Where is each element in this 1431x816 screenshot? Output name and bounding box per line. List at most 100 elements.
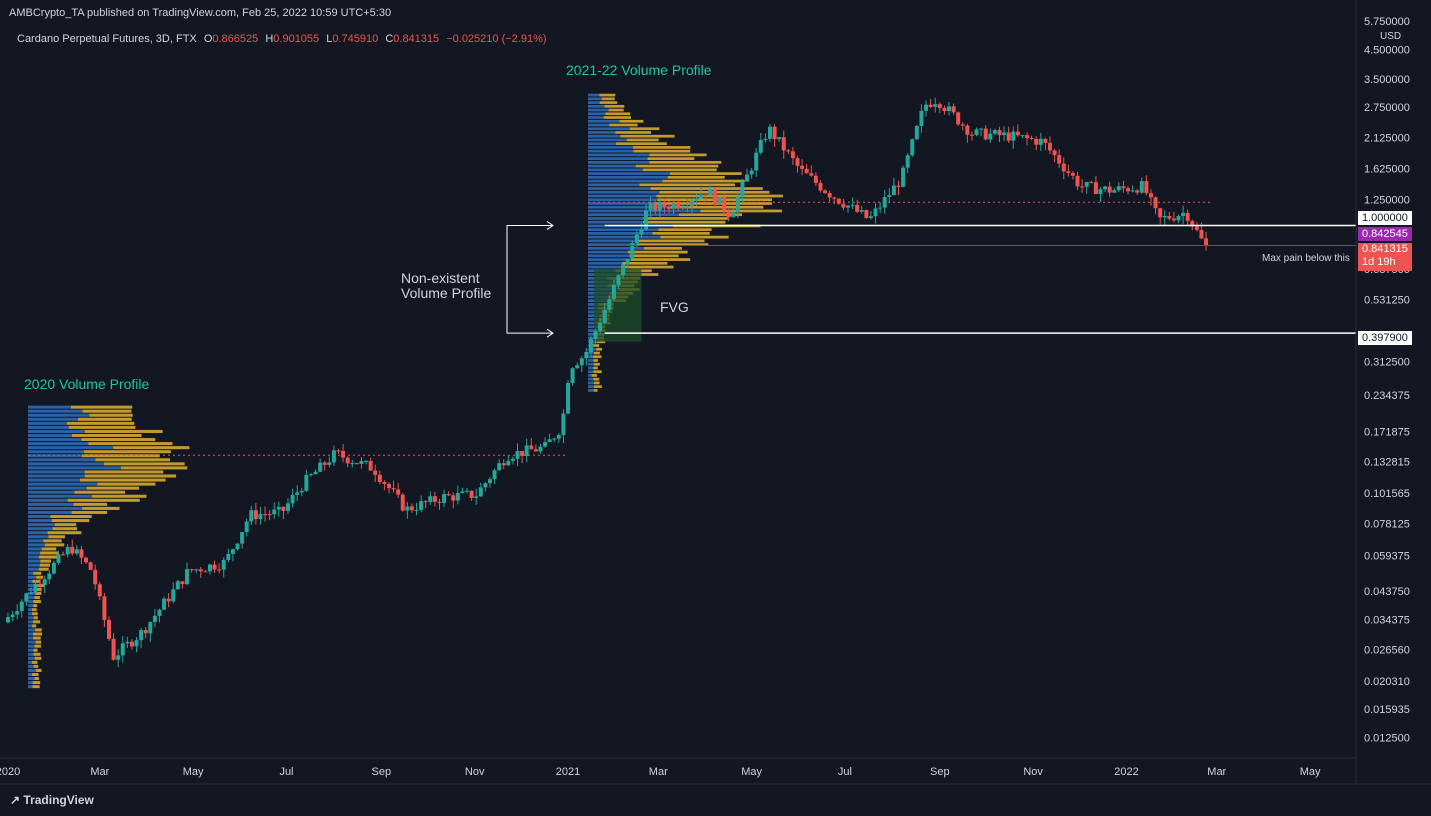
profile-bar-buy	[28, 644, 35, 648]
profile-bar-buy	[28, 677, 35, 681]
profile-bar-sell	[39, 563, 50, 567]
profile-bar-sell	[84, 450, 171, 454]
profile-bar-buy	[588, 183, 640, 187]
profile-bar-sell	[40, 559, 52, 563]
profile-bar-sell	[650, 187, 763, 190]
candle-body	[28, 592, 33, 594]
profile-bar-buy	[28, 446, 114, 450]
candle-body	[685, 205, 690, 208]
profile-bar-sell	[35, 628, 42, 632]
tradingview-brand: TradingView	[23, 793, 94, 807]
x-tick-label: 2020	[0, 766, 20, 778]
profile-bar-buy	[588, 104, 605, 108]
time-axis[interactable]: 2020 Mar May Jul Sep Nov 2021 Mar May Jul Sep Nov 20…	[0, 757, 1431, 785]
candle-body	[1006, 132, 1011, 141]
profile-bar-buy	[588, 172, 670, 175]
candle-body	[566, 383, 571, 414]
profile-bar-sell	[84, 429, 163, 433]
last-price-tag: 0.841315 1d 19h	[1358, 243, 1412, 271]
candle-body	[207, 564, 212, 572]
profile-bar-sell	[66, 421, 135, 425]
profile-bar-sell	[615, 131, 651, 134]
profile-bar-buy	[588, 190, 660, 194]
profile-bar-sell	[33, 652, 41, 656]
profile-bar-sell	[103, 462, 185, 466]
profile-bar-sell	[609, 123, 638, 127]
candle-body	[836, 198, 841, 204]
candle-body	[295, 492, 300, 495]
candle-body	[414, 510, 419, 512]
profile-bar-buy	[588, 97, 602, 101]
profile-bar-buy	[588, 306, 598, 310]
candle-body	[313, 471, 318, 475]
ohlc-l-value: 0.745910	[332, 33, 379, 45]
candle-body	[827, 192, 832, 198]
profile-bar-buy	[28, 531, 48, 535]
candle-body	[308, 474, 313, 476]
ohlc-c-label: C	[385, 33, 394, 45]
candle-body	[933, 104, 938, 107]
candle-body	[162, 598, 167, 610]
profile-bar-buy	[588, 317, 599, 321]
profile-bar-sell	[31, 612, 38, 616]
candle-body	[148, 622, 153, 634]
bracket-arrow-top	[546, 221, 554, 230]
candle-body	[781, 137, 786, 151]
profile-bar-buy	[28, 555, 39, 559]
profile-bar-sell	[656, 194, 784, 198]
candle-body	[712, 189, 717, 205]
candle-body	[671, 202, 676, 209]
candle-body	[84, 557, 89, 563]
candle-body	[152, 615, 157, 623]
candle-body	[42, 579, 47, 586]
x-tick-label: Mar	[1207, 766, 1226, 778]
profile-bar-sell	[591, 374, 597, 377]
candle-body	[887, 195, 892, 197]
profile-bar-buy	[28, 458, 96, 462]
profile-bar-buy	[588, 213, 679, 217]
candle-body	[432, 496, 437, 502]
y-tick-label: 3.500000	[1364, 74, 1410, 86]
profile-bar-sell	[622, 261, 668, 265]
profile-bar-sell	[36, 587, 42, 591]
profile-bar-buy	[28, 547, 42, 551]
candle-body	[561, 413, 566, 436]
candle-body	[276, 506, 281, 510]
profile-bar-buy	[588, 101, 600, 104]
candle-body	[409, 506, 414, 511]
candle-body	[722, 197, 727, 212]
last-price-value: 0.841315	[1362, 243, 1408, 255]
candle-body	[1204, 238, 1209, 246]
profile-bar-buy	[588, 325, 597, 329]
candle-body	[763, 138, 768, 141]
candle-body	[841, 203, 846, 208]
tradingview-logo: ↗ TradingView	[10, 793, 94, 807]
profile-bar-sell	[70, 405, 133, 409]
candle-body	[469, 490, 474, 498]
profile-bar-sell	[71, 433, 142, 438]
profile-bar-sell	[36, 575, 44, 579]
profile-bar-buy	[28, 470, 85, 474]
candle-body	[501, 463, 506, 466]
profile-bar-buy	[28, 648, 34, 652]
candle-body	[1158, 208, 1163, 218]
candle-body	[740, 181, 745, 197]
candle-body	[979, 128, 984, 130]
candle-body	[134, 640, 139, 647]
profile-bar-sell	[658, 228, 712, 232]
candle-body	[331, 450, 336, 463]
candle-body	[983, 128, 988, 140]
profile-bar-sell	[599, 101, 618, 104]
candle-body	[1199, 229, 1204, 239]
candle-body	[336, 450, 341, 452]
x-tick-label: Sep	[930, 766, 950, 778]
profile-bar-buy	[28, 482, 98, 486]
candle-body	[1162, 215, 1167, 218]
profile-bar-buy	[588, 123, 610, 127]
profile-bar-sell	[593, 385, 602, 389]
candle-body	[79, 549, 84, 558]
candle-body	[1107, 186, 1112, 193]
profile-bar-sell	[31, 608, 37, 612]
x-tick-label: Jul	[279, 766, 293, 778]
